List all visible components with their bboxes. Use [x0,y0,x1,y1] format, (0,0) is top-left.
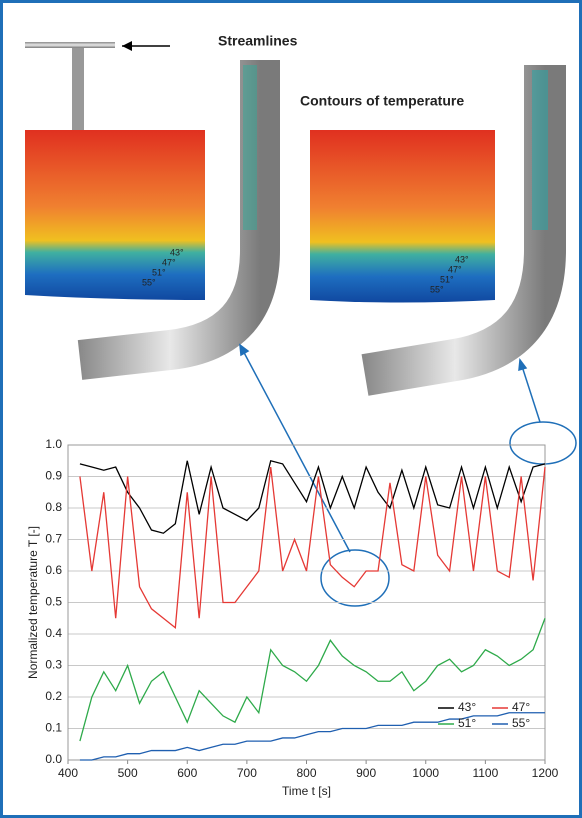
annotations [239,343,577,607]
streamlines-label: Streamlines [218,33,298,49]
pipe-right [310,65,566,396]
x-axis-label: Time t [s] [282,784,331,798]
x-tick-label: 1200 [532,766,559,780]
x-tick-label: 1000 [412,766,439,780]
y-tick-label: 0.2 [45,689,62,703]
y-tick-label: 0.3 [45,658,62,672]
angle-label: 47° [162,257,176,267]
x-tick-label: 500 [118,766,138,780]
x-tick-label: 800 [296,766,316,780]
x-tick-label: 1100 [472,766,498,780]
line-series [79,466,546,629]
y-tick-label: 0.5 [45,595,62,609]
plot-border [67,444,546,761]
y-axis-label: Normalized temperature T [-] [26,526,40,679]
x-tick-label: 400 [58,766,78,780]
x-tick-label: 700 [237,766,257,780]
angle-label: 43° [455,254,469,264]
y-tick-label: 0.0 [45,752,62,766]
angle-label: 55° [430,284,444,294]
legend-label: 51° [458,716,476,730]
x-tick-label: 900 [356,766,376,780]
angle-label: 47° [448,264,462,274]
angle-label: 51° [440,274,454,284]
y-tick-label: 0.6 [45,563,62,577]
contours-label: Contours of temperature [300,93,464,109]
line-series [79,459,546,534]
x-tick-label: 600 [177,766,197,780]
y-tick-label: 1.0 [45,437,62,451]
angle-label: 43° [170,247,184,257]
y-tick-label: 0.7 [45,532,62,546]
angle-label: 55° [142,277,156,287]
angle-label: 51° [152,267,166,277]
y-tick-label: 0.4 [45,626,62,640]
y-tick-label: 0.9 [45,469,62,483]
legend-label: 43° [458,700,476,714]
legend-label: 47° [512,700,530,714]
y-tick-label: 0.8 [45,500,62,514]
line-series [79,618,546,742]
pipe-left [25,60,280,380]
y-tick-label: 0.1 [45,721,62,735]
legend-label: 55° [512,716,530,730]
line-series [79,712,545,761]
